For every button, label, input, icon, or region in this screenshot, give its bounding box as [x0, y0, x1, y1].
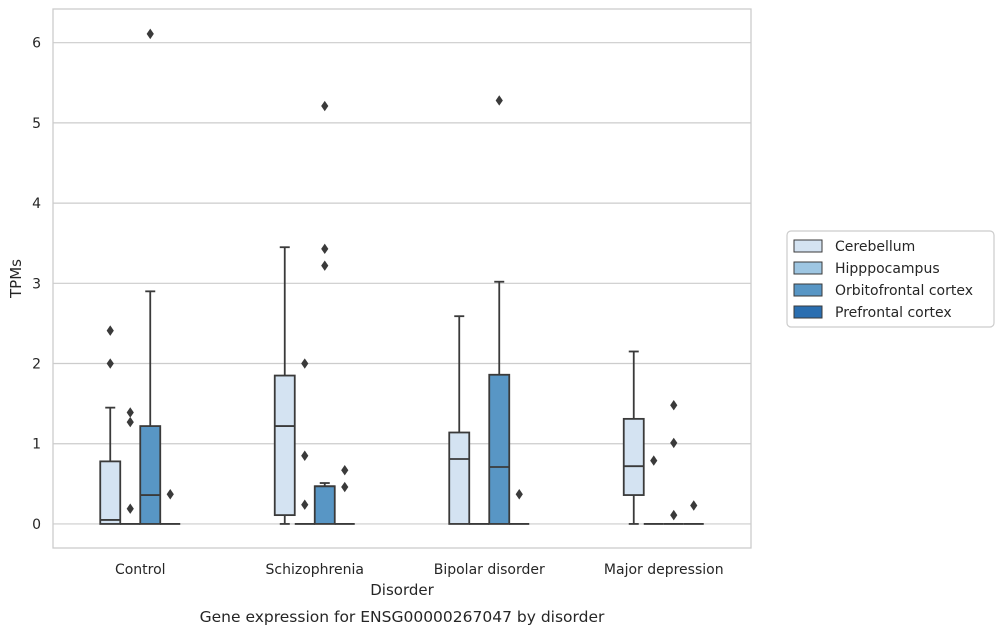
x-tick-label: Control [115, 562, 166, 578]
box-body [448, 431, 471, 525]
box-1-2 [313, 100, 336, 525]
box-body [273, 374, 296, 517]
outlier-point [670, 437, 678, 449]
grid-lines [53, 42, 751, 525]
chart-caption: Gene expression for ENSG00000267047 by d… [200, 608, 605, 626]
box-1-0 [273, 246, 296, 525]
outlier-point [301, 358, 309, 369]
outlier-point [690, 500, 698, 511]
box-0-1 [120, 407, 141, 525]
legend-label: Cerebellum [835, 239, 915, 255]
legend-swatch [793, 261, 823, 275]
outlier-point [166, 489, 174, 500]
outlier-point [321, 100, 329, 112]
y-tick-label: 4 [32, 196, 41, 212]
box-body [488, 373, 511, 525]
outlier-point [126, 407, 134, 418]
box-0-0 [99, 325, 122, 525]
y-tick-labels: 0 1 2 3 4 5 6 [32, 36, 41, 533]
box-groups [99, 28, 704, 525]
y-tick-label: 0 [32, 517, 41, 533]
legend-swatch [793, 305, 823, 319]
box-1-3 [334, 464, 355, 525]
legend-label: Hipppocampus [835, 261, 940, 277]
outlier-point [321, 260, 329, 271]
box-1-1 [294, 358, 315, 525]
x-tick-labels: Control Schizophrenia Bipolar disorder Majo… [115, 562, 724, 578]
box-3-0 [622, 350, 645, 525]
x-tick-label: Major depression [604, 562, 724, 578]
box-2-0 [448, 315, 471, 525]
legend-label: Orbitofrontal cortex [835, 283, 973, 299]
outlier-point [106, 358, 114, 369]
box-2-2 [488, 95, 511, 525]
legend-frame [786, 230, 995, 328]
outlier-point [670, 400, 678, 411]
y-tick-label: 1 [32, 437, 41, 453]
x-axis-label: Disorder [370, 581, 434, 599]
x-tick-label: Schizophrenia [266, 562, 364, 578]
outlier-point [146, 28, 154, 40]
x-tick-label: Bipolar disorder [434, 562, 545, 578]
y-axis-label: TPMs [7, 259, 25, 299]
outlier-point [341, 464, 349, 476]
legend: Cerebellum Hipppocampus Orbitofrontal cort… [786, 230, 995, 328]
outlier-point [341, 481, 349, 493]
outlier-point [321, 243, 329, 255]
outlier-point [106, 325, 114, 336]
plot-frame [52, 8, 752, 549]
box-0-2 [139, 28, 162, 525]
outlier-point [670, 509, 678, 521]
outlier-point [495, 95, 503, 106]
box-body [313, 485, 336, 525]
outlier-point [515, 489, 523, 500]
outlier-point [301, 450, 309, 461]
box-3-3 [683, 500, 704, 525]
outlier-point [650, 455, 658, 466]
box-0-3 [160, 489, 181, 525]
outlier-point [301, 499, 309, 510]
box-3-1 [643, 455, 664, 525]
outlier-point [126, 503, 134, 514]
legend-label: Prefrontal cortex [835, 305, 952, 321]
legend-swatch [793, 239, 823, 253]
box-3-2 [663, 400, 684, 525]
y-tick-label: 2 [32, 357, 41, 373]
outlier-point [126, 416, 134, 428]
y-tick-label: 5 [32, 116, 41, 132]
box-body [622, 417, 645, 496]
box-body [139, 425, 162, 525]
y-tick-label: 3 [32, 276, 41, 292]
box-2-3 [509, 489, 530, 525]
box-body [99, 460, 122, 525]
y-tick-label: 6 [32, 36, 41, 52]
legend-swatch [793, 283, 823, 297]
